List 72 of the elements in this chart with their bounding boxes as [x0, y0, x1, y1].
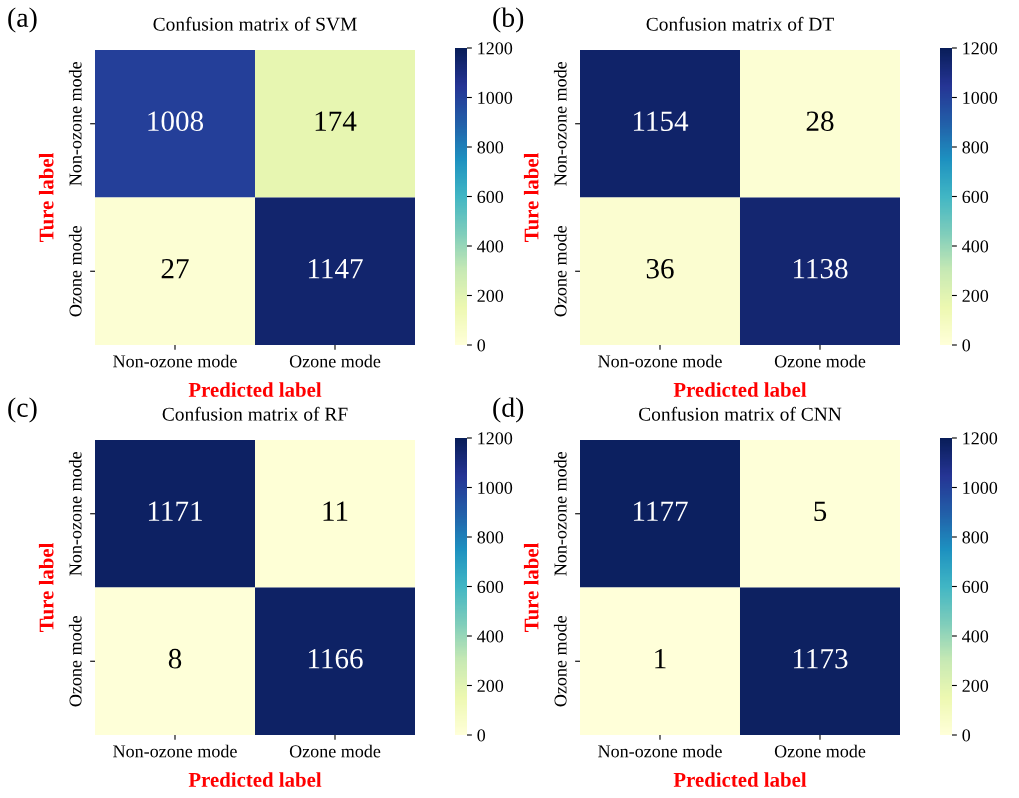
- color-bar-label: 1200: [963, 42, 998, 55]
- x-tick-label: Non-ozone mode: [598, 744, 722, 758]
- color-bar-label: 1000: [963, 481, 998, 494]
- color-bar-label: 400: [962, 630, 989, 643]
- x-axis-title: Predicted label: [673, 772, 807, 787]
- y-tick-label: Non-ozone mode: [68, 61, 82, 186]
- color-bar-label: 200: [962, 289, 989, 302]
- x-tick-label: Non-ozone mode: [113, 354, 237, 368]
- y-tick-label: Non-ozone mode: [553, 451, 567, 576]
- color-bar-label: 400: [477, 630, 504, 643]
- color-bar-label: 0: [962, 339, 971, 352]
- data-label: 1166: [308, 648, 363, 669]
- color-bar-label: 1200: [478, 42, 513, 55]
- color-bar-label: 800: [477, 141, 504, 154]
- color-bar-label: 600: [477, 190, 504, 203]
- y-axis-title: Ture label: [38, 152, 54, 243]
- data-label: 11: [323, 501, 348, 521]
- data-label: 1147: [308, 259, 363, 279]
- chart-title: Confusion matrix of CNN: [638, 406, 842, 421]
- color-bar-label: 1000: [963, 91, 998, 104]
- chart-title: Confusion matrix of SVM: [153, 16, 357, 31]
- y-tick-label: Non-ozone mode: [68, 451, 82, 576]
- data-label: 1154: [633, 111, 689, 132]
- y-axis-title: Ture label: [523, 542, 539, 633]
- y-axis-title: Ture label: [38, 542, 54, 633]
- color-bar-label: 1000: [478, 91, 513, 104]
- x-tick-label: Non-ozone mode: [113, 744, 237, 758]
- color-bar-label: 600: [962, 190, 989, 203]
- x-tick-label: Ozone mode: [289, 354, 381, 368]
- x-axis-title: Predicted label: [188, 382, 322, 397]
- data-label: 1171: [148, 501, 202, 521]
- text: (b): [493, 7, 524, 33]
- x-tick-label: Ozone mode: [774, 744, 866, 758]
- color-bar-label: 200: [962, 679, 989, 692]
- chart-title: Confusion matrix of DT: [646, 16, 834, 31]
- color-bar-label: 200: [477, 289, 504, 302]
- data-label: 8: [168, 648, 182, 669]
- x-tick-label: Ozone mode: [289, 744, 381, 758]
- color-bar-label: 200: [477, 679, 504, 692]
- color-bar-label: 1000: [478, 481, 513, 494]
- data-label: 5: [814, 501, 827, 522]
- data-label: 28: [806, 111, 834, 132]
- data-label: 174: [315, 111, 357, 131]
- color-bar-label: 1200: [963, 432, 998, 445]
- data-label: 36: [646, 258, 674, 279]
- data-label: 1138: [793, 258, 848, 279]
- x-tick-label: Non-ozone mode: [598, 354, 722, 368]
- data-label: 1: [655, 649, 666, 669]
- x-axis-title: Predicted label: [188, 772, 322, 787]
- x-tick-label: Ozone mode: [774, 354, 866, 368]
- color-bar-label: 400: [477, 240, 504, 253]
- x-axis-title: Predicted label: [673, 382, 807, 397]
- color-bar-label: 400: [962, 240, 989, 253]
- color-bar-label: 600: [477, 580, 504, 593]
- color-bar-label: 1200: [478, 432, 513, 445]
- color-bar-label: 0: [962, 729, 971, 742]
- data-label: 1177: [633, 501, 688, 521]
- y-axis-title: Ture label: [523, 152, 539, 243]
- color-bar-label: 800: [962, 531, 989, 544]
- chart-title: Confusion matrix of RF: [162, 406, 348, 421]
- color-bar-label: 800: [962, 141, 989, 154]
- data-label: 27: [161, 258, 189, 279]
- color-bar-label: 0: [477, 729, 486, 742]
- y-tick-label: Non-ozone mode: [553, 61, 567, 186]
- text: (a): [8, 7, 37, 33]
- color-bar-label: 800: [477, 531, 504, 544]
- text: (c): [8, 397, 37, 423]
- color-bar-label: 0: [477, 339, 486, 352]
- text: (d): [493, 397, 524, 423]
- color-bar-label: 600: [962, 580, 989, 593]
- data-label: 1008: [148, 111, 204, 132]
- data-label: 1173: [793, 648, 848, 669]
